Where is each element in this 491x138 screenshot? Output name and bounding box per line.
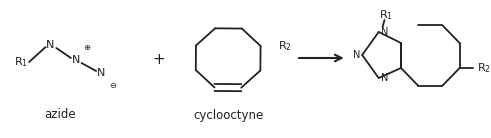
Text: +: +: [152, 52, 164, 67]
Text: R$_2$: R$_2$: [278, 39, 292, 53]
Text: R$_2$: R$_2$: [477, 61, 491, 75]
Text: N: N: [72, 55, 80, 65]
Text: N: N: [381, 73, 388, 83]
Text: $\ominus$: $\ominus$: [109, 82, 117, 91]
Text: $\oplus$: $\oplus$: [83, 43, 91, 51]
Text: R$_1$: R$_1$: [380, 8, 393, 22]
Text: N: N: [97, 68, 105, 78]
Text: N: N: [381, 27, 388, 37]
Text: cyclooctyne: cyclooctyne: [193, 108, 263, 121]
Text: R$_1$: R$_1$: [14, 55, 28, 69]
Text: N: N: [353, 50, 360, 60]
Text: azide: azide: [44, 108, 76, 121]
Text: N: N: [46, 40, 55, 50]
